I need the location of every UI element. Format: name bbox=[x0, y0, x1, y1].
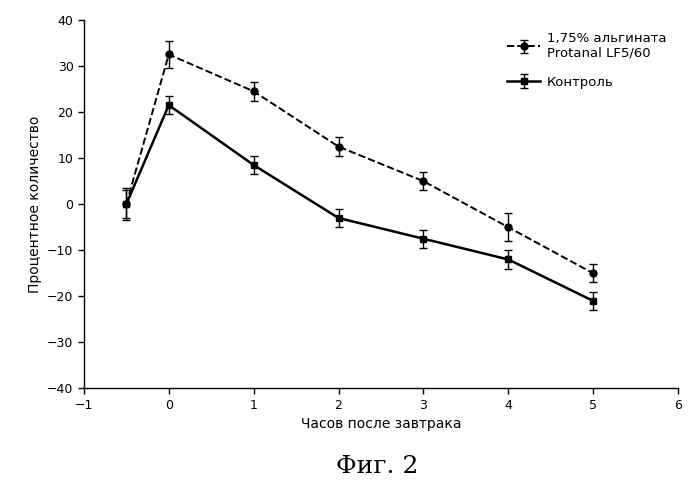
X-axis label: Часов после завтрака: Часов после завтрака bbox=[301, 417, 461, 431]
Y-axis label: Процентное количество: Процентное количество bbox=[27, 116, 41, 293]
Text: Фиг. 2: Фиг. 2 bbox=[336, 455, 419, 478]
Legend: 1,75% альгината
Protanal LF5/60, Контроль: 1,75% альгината Protanal LF5/60, Контрол… bbox=[502, 26, 672, 94]
